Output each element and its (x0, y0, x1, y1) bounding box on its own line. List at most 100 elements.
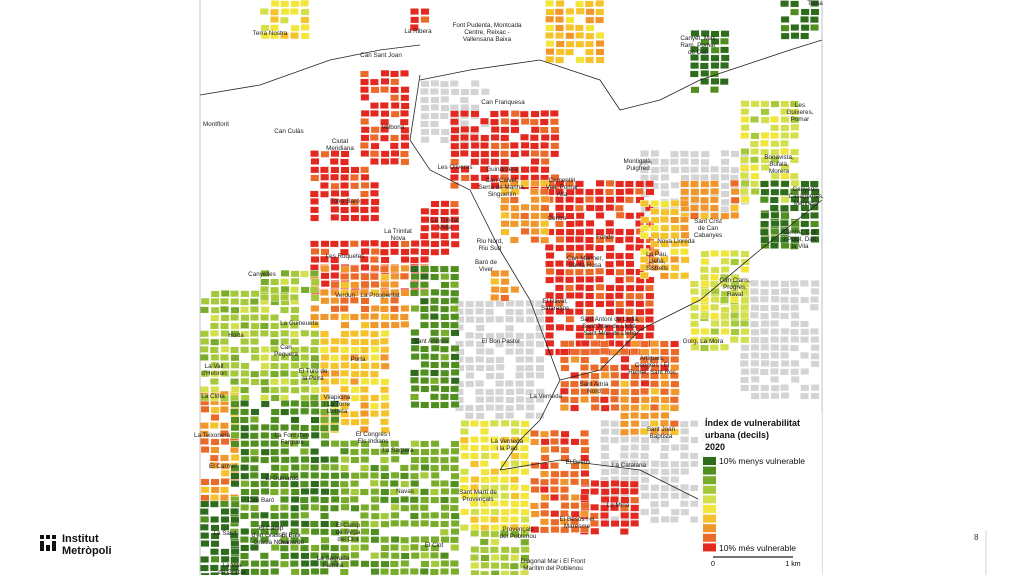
urban-block (390, 102, 400, 110)
urban-block (410, 369, 420, 377)
urban-block (290, 464, 300, 471)
urban-block (590, 404, 600, 411)
urban-block (249, 298, 259, 306)
urban-block (280, 496, 289, 503)
urban-block (464, 356, 474, 364)
urban-block (535, 364, 545, 372)
urban-block (710, 77, 720, 85)
neighbourhood-label: Peguera (274, 351, 298, 358)
urban-block (500, 204, 509, 212)
urban-block (399, 464, 409, 472)
urban-block (360, 528, 370, 536)
urban-block (220, 362, 230, 370)
urban-block (340, 464, 349, 472)
urban-block (789, 204, 799, 212)
urban-block (494, 396, 504, 403)
urban-block (570, 388, 580, 396)
neighbourhood-label: Sant Mori de Llefià (584, 330, 637, 337)
urban-block (710, 54, 720, 62)
urban-block (700, 180, 710, 188)
urban-block (410, 536, 420, 543)
legend-title: urbana (decils) (705, 430, 769, 440)
urban-block (545, 48, 555, 56)
neighbourhood-label: El Turó de (299, 368, 328, 375)
urban-block (550, 150, 560, 158)
urban-block (495, 340, 505, 348)
urban-block (520, 508, 530, 516)
urban-block (585, 315, 595, 323)
urban-block (430, 200, 440, 208)
urban-block (660, 208, 670, 216)
urban-block (565, 23, 575, 31)
urban-block (505, 299, 515, 307)
urban-block (535, 340, 545, 348)
urban-block (650, 460, 660, 468)
urban-block (810, 228, 820, 236)
urban-block (620, 436, 630, 443)
urban-block (489, 516, 499, 523)
urban-block (464, 412, 474, 420)
urban-block (379, 480, 389, 487)
urban-block (419, 568, 429, 575)
urban-block (300, 394, 310, 402)
urban-block (619, 452, 629, 459)
urban-block (500, 228, 510, 236)
neighbourhood-label: La Pau, (646, 251, 668, 258)
urban-block (680, 157, 689, 165)
urban-block (545, 291, 555, 299)
urban-block (635, 284, 645, 292)
urban-block (639, 256, 649, 264)
urban-block (230, 314, 240, 321)
urban-block (570, 478, 580, 486)
urban-block (600, 404, 610, 412)
urban-block (560, 438, 569, 445)
neighbourhood-label: El Besòs i el (560, 516, 595, 523)
neighbourhood-label: de Can (698, 225, 719, 232)
urban-block (465, 364, 475, 372)
neighbourhood-label: Can (280, 344, 292, 351)
urban-block (545, 40, 555, 48)
urban-block (700, 212, 709, 220)
urban-block (720, 205, 730, 213)
urban-block (420, 519, 430, 527)
urban-block (429, 568, 439, 575)
urban-block (740, 132, 750, 140)
urban-block (720, 212, 730, 220)
urban-block (450, 273, 460, 281)
urban-block (605, 188, 615, 196)
urban-block (300, 23, 310, 31)
urban-block (670, 150, 679, 158)
urban-block (590, 364, 599, 372)
urban-block (550, 526, 560, 534)
neighbourhood-label: del Poblenou (500, 533, 537, 540)
urban-block (340, 206, 350, 214)
urban-block (790, 304, 800, 312)
urban-block (210, 524, 220, 532)
urban-block (680, 174, 690, 182)
urban-block (410, 247, 420, 255)
urban-block (380, 353, 389, 361)
urban-block (810, 287, 820, 295)
urban-block (615, 260, 625, 267)
urban-block (250, 415, 260, 423)
neighbourhood-label: Maresme (564, 523, 591, 530)
urban-block (450, 313, 460, 321)
urban-block (340, 496, 350, 504)
urban-block (350, 346, 360, 354)
urban-block (310, 552, 319, 559)
urban-block (800, 320, 809, 328)
urban-block (369, 158, 379, 165)
urban-block (279, 504, 289, 511)
urban-block (700, 54, 710, 62)
urban-block (390, 305, 399, 313)
urban-block (619, 528, 629, 536)
urban-block (689, 70, 699, 78)
urban-block (720, 30, 730, 38)
urban-block (360, 418, 370, 426)
urban-block (740, 320, 750, 327)
urban-block (760, 336, 769, 344)
urban-block (250, 528, 260, 535)
urban-block (370, 495, 380, 503)
urban-block (300, 488, 310, 496)
urban-block (515, 356, 525, 363)
